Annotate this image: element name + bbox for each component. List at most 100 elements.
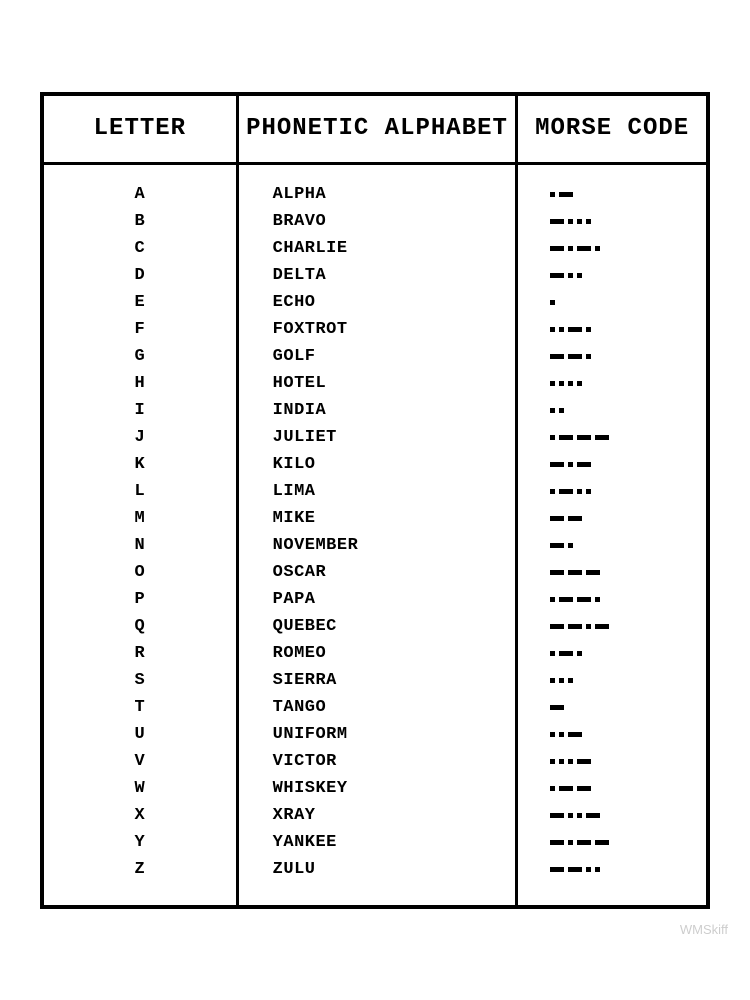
morse-cell — [550, 505, 706, 532]
morse-dash-icon — [568, 570, 582, 575]
morse-cell — [550, 478, 706, 505]
morse-cell — [550, 721, 706, 748]
header-phonetic: PHONETIC ALPHABET — [239, 96, 519, 162]
letter-cell: K — [134, 451, 145, 478]
morse-dash-icon — [595, 435, 609, 440]
morse-cell — [550, 856, 706, 883]
morse-dash-icon — [550, 273, 564, 278]
morse-dash-icon — [568, 867, 582, 872]
morse-dot-icon — [568, 462, 573, 467]
morse-dash-icon — [550, 705, 564, 710]
watermark: WMSkiff — [680, 922, 728, 937]
morse-dash-icon — [550, 219, 564, 224]
morse-cell — [550, 667, 706, 694]
morse-dot-icon — [586, 624, 591, 629]
phonetic-cell: JULIET — [273, 424, 516, 451]
morse-dash-icon — [550, 516, 564, 521]
phonetic-cell: LIMA — [273, 478, 516, 505]
morse-cell — [550, 208, 706, 235]
phonetic-cell: KILO — [273, 451, 516, 478]
morse-dash-icon — [586, 813, 600, 818]
morse-dot-icon — [550, 327, 555, 332]
phonetic-cell: ZULU — [273, 856, 516, 883]
morse-dot-icon — [568, 759, 573, 764]
morse-dot-icon — [577, 651, 582, 656]
morse-dash-icon — [550, 867, 564, 872]
morse-dot-icon — [559, 381, 564, 386]
morse-cell — [550, 235, 706, 262]
morse-dot-icon — [568, 381, 573, 386]
morse-cell — [550, 451, 706, 478]
morse-dash-icon — [550, 354, 564, 359]
morse-cell — [550, 262, 706, 289]
morse-dot-icon — [568, 678, 573, 683]
letter-cell: O — [134, 559, 145, 586]
letter-cell: A — [134, 181, 145, 208]
morse-dot-icon — [595, 597, 600, 602]
letter-cell: R — [134, 640, 145, 667]
letter-cell: N — [134, 532, 145, 559]
morse-dash-icon — [586, 570, 600, 575]
header-letter: LETTER — [44, 96, 239, 162]
letter-cell: T — [134, 694, 145, 721]
morse-dot-icon — [550, 678, 555, 683]
morse-dot-icon — [586, 219, 591, 224]
morse-dash-icon — [568, 516, 582, 521]
letter-cell: J — [134, 424, 145, 451]
phonetic-cell: BRAVO — [273, 208, 516, 235]
morse-dot-icon — [550, 732, 555, 737]
morse-cell — [550, 829, 706, 856]
phonetic-cell: MIKE — [273, 505, 516, 532]
morse-dot-icon — [568, 813, 573, 818]
letter-cell: C — [134, 235, 145, 262]
morse-dot-icon — [577, 381, 582, 386]
morse-cell — [550, 748, 706, 775]
table-header-row: LETTER PHONETIC ALPHABET MORSE CODE — [44, 96, 706, 165]
morse-dot-icon — [550, 435, 555, 440]
morse-dash-icon — [577, 759, 591, 764]
morse-dash-icon — [559, 192, 573, 197]
morse-dash-icon — [568, 327, 582, 332]
morse-dot-icon — [577, 813, 582, 818]
morse-dash-icon — [550, 624, 564, 629]
morse-dash-icon — [577, 435, 591, 440]
morse-dot-icon — [568, 840, 573, 845]
letter-cell: V — [134, 748, 145, 775]
morse-dot-icon — [559, 327, 564, 332]
letter-cell: Y — [134, 829, 145, 856]
letter-cell: P — [134, 586, 145, 613]
morse-dash-icon — [550, 543, 564, 548]
morse-dot-icon — [550, 759, 555, 764]
phonetic-cell: CHARLIE — [273, 235, 516, 262]
letter-cell: Q — [134, 613, 145, 640]
morse-dot-icon — [568, 219, 573, 224]
letter-cell: G — [134, 343, 145, 370]
letter-cell: Z — [134, 856, 145, 883]
morse-cell — [550, 370, 706, 397]
morse-cell — [550, 802, 706, 829]
phonetic-cell: PAPA — [273, 586, 516, 613]
morse-dash-icon — [568, 732, 582, 737]
morse-dot-icon — [586, 327, 591, 332]
morse-dash-icon — [595, 840, 609, 845]
letter-cell: S — [134, 667, 145, 694]
morse-dash-icon — [559, 786, 573, 791]
letter-cell: W — [134, 775, 145, 802]
morse-cell — [550, 343, 706, 370]
morse-dash-icon — [550, 570, 564, 575]
morse-dot-icon — [595, 867, 600, 872]
morse-dash-icon — [559, 435, 573, 440]
phonetic-cell: UNIFORM — [273, 721, 516, 748]
morse-dot-icon — [550, 786, 555, 791]
morse-dash-icon — [568, 624, 582, 629]
morse-cell — [550, 289, 706, 316]
morse-cell — [550, 181, 706, 208]
phonetic-cell: FOXTROT — [273, 316, 516, 343]
header-morse: MORSE CODE — [518, 96, 706, 162]
morse-dot-icon — [559, 408, 564, 413]
morse-cell — [550, 424, 706, 451]
morse-dot-icon — [586, 354, 591, 359]
phonetic-cell: GOLF — [273, 343, 516, 370]
phonetic-cell: ALPHA — [273, 181, 516, 208]
morse-dot-icon — [559, 678, 564, 683]
